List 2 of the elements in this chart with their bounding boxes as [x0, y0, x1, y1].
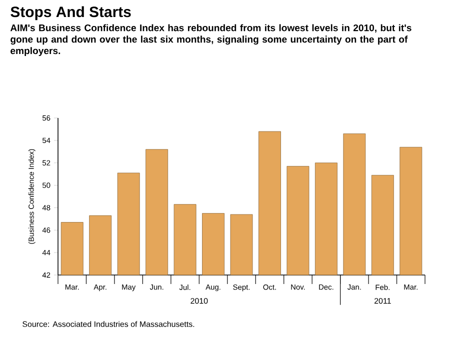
- chart-subtitle: AIM's Business Confidence Index has rebounded from its lowest levels in 2010, but it's gone up and down over the last six months, signaling some uncertainty on the part of employers.: [10, 24, 412, 56]
- chart-title: Stops And Starts: [10, 6, 131, 20]
